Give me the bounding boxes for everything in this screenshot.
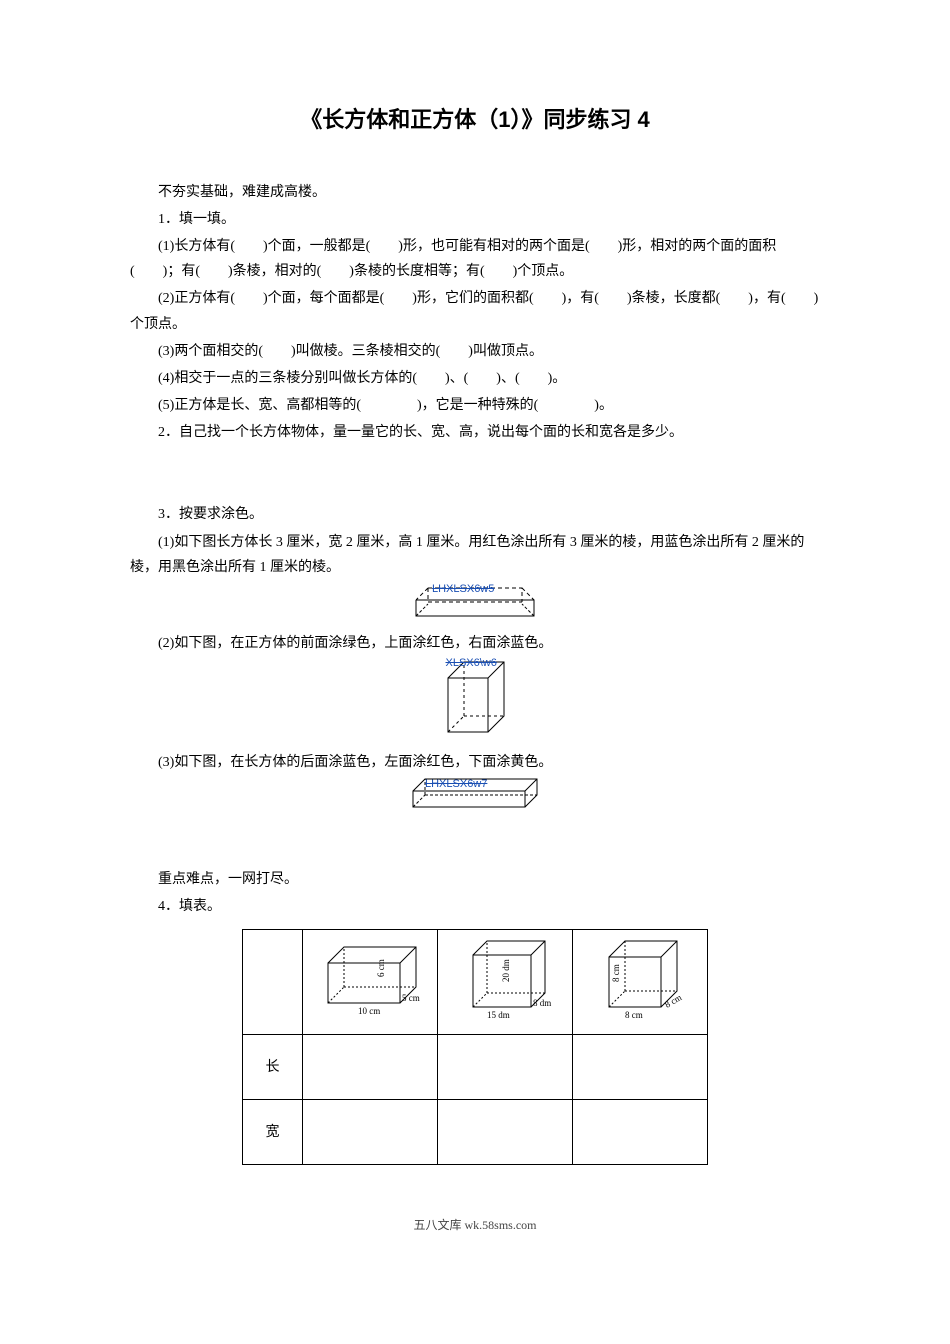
table-shape-3: 8 cm 8 cm 8 cm bbox=[573, 930, 708, 1035]
q1-item-5: (5)正方体是长、宽、高都相等的( )，它是一种特殊的( )。 bbox=[130, 393, 820, 418]
fill-table: 10 cm 5 cm 6 cm 15 dm 8 dm 20 dm bbox=[242, 929, 708, 1165]
table-cell bbox=[573, 1100, 708, 1165]
intro2-text: 重点难点，一网打尽。 bbox=[130, 867, 820, 892]
shape2-l: 15 dm bbox=[487, 1010, 510, 1020]
shape1-w: 5 cm bbox=[402, 993, 420, 1003]
watermark-1: LHXLSX6w5 bbox=[432, 580, 494, 600]
q3-item-2: (2)如下图，在正方体的前面涂绿色，上面涂红色，右面涂蓝色。 bbox=[130, 631, 820, 656]
spacer bbox=[130, 447, 820, 502]
q1-item-3: (3)两个面相交的( )叫做棱。三条棱相交的( )叫做顶点。 bbox=[130, 339, 820, 364]
shape2-w: 8 dm bbox=[533, 998, 551, 1008]
shape3-h: 8 cm bbox=[611, 964, 621, 982]
page-title: 《长方体和正方体（1）》同步练习 4 bbox=[130, 100, 820, 140]
watermark-3: LHXLSX6w7 bbox=[425, 775, 487, 795]
q1-item-4: (4)相交于一点的三条棱分别叫做长方体的( )、( )、( )。 bbox=[130, 366, 820, 391]
shape3-l: 8 cm bbox=[625, 1010, 643, 1020]
q3-item-1: (1)如下图长方体长 3 厘米，宽 2 厘米，高 1 厘米。用红色涂出所有 3 … bbox=[130, 530, 820, 580]
shape1-h: 6 cm bbox=[376, 959, 386, 977]
q1-item-2: (2)正方体有( )个面，每个面都是( )形，它们的面积都( )，有( )条棱，… bbox=[130, 286, 820, 336]
shape1-l: 10 cm bbox=[358, 1006, 380, 1016]
intro-text: 不夯实基础，难建成高楼。 bbox=[130, 180, 820, 205]
footer-text: 五八文库 wk.58sms.com bbox=[130, 1215, 820, 1237]
shape3-w: 8 cm bbox=[663, 992, 683, 1010]
q3-diagram-2: XLSX6\w6 bbox=[130, 658, 820, 747]
table-shape-1: 10 cm 5 cm 6 cm bbox=[303, 930, 438, 1035]
table-cell bbox=[438, 1035, 573, 1100]
q1-label: 1．填一填。 bbox=[130, 207, 820, 232]
table-shape-2: 15 dm 8 dm 20 dm bbox=[438, 930, 573, 1035]
shape2-h: 20 dm bbox=[501, 959, 511, 982]
table-corner bbox=[243, 930, 303, 1035]
spacer-2 bbox=[130, 822, 820, 867]
q1-item-1: (1)长方体有( )个面，一般都是( )形，也可能有相对的两个面是( )形，相对… bbox=[130, 234, 820, 284]
q3-item-3: (3)如下图，在长方体的后面涂蓝色，左面涂红色，下面涂黄色。 bbox=[130, 750, 820, 775]
row-label-length: 长 bbox=[243, 1035, 303, 1100]
table-cell bbox=[303, 1100, 438, 1165]
q3-diagram-1: LHXLSX6w5 bbox=[130, 582, 820, 629]
q4-label: 4．填表。 bbox=[130, 894, 820, 919]
q2: 2．自己找一个长方体物体，量一量它的长、宽、高，说出每个面的长和宽各是多少。 bbox=[130, 420, 820, 445]
row-label-width: 宽 bbox=[243, 1100, 303, 1165]
q3-label: 3．按要求涂色。 bbox=[130, 502, 820, 527]
table-cell bbox=[438, 1100, 573, 1165]
table-cell bbox=[573, 1035, 708, 1100]
table-cell bbox=[303, 1035, 438, 1100]
q3-diagram-3: LHXLSX6w7 bbox=[130, 777, 820, 820]
watermark-2: XLSX6\w6 bbox=[446, 654, 497, 674]
